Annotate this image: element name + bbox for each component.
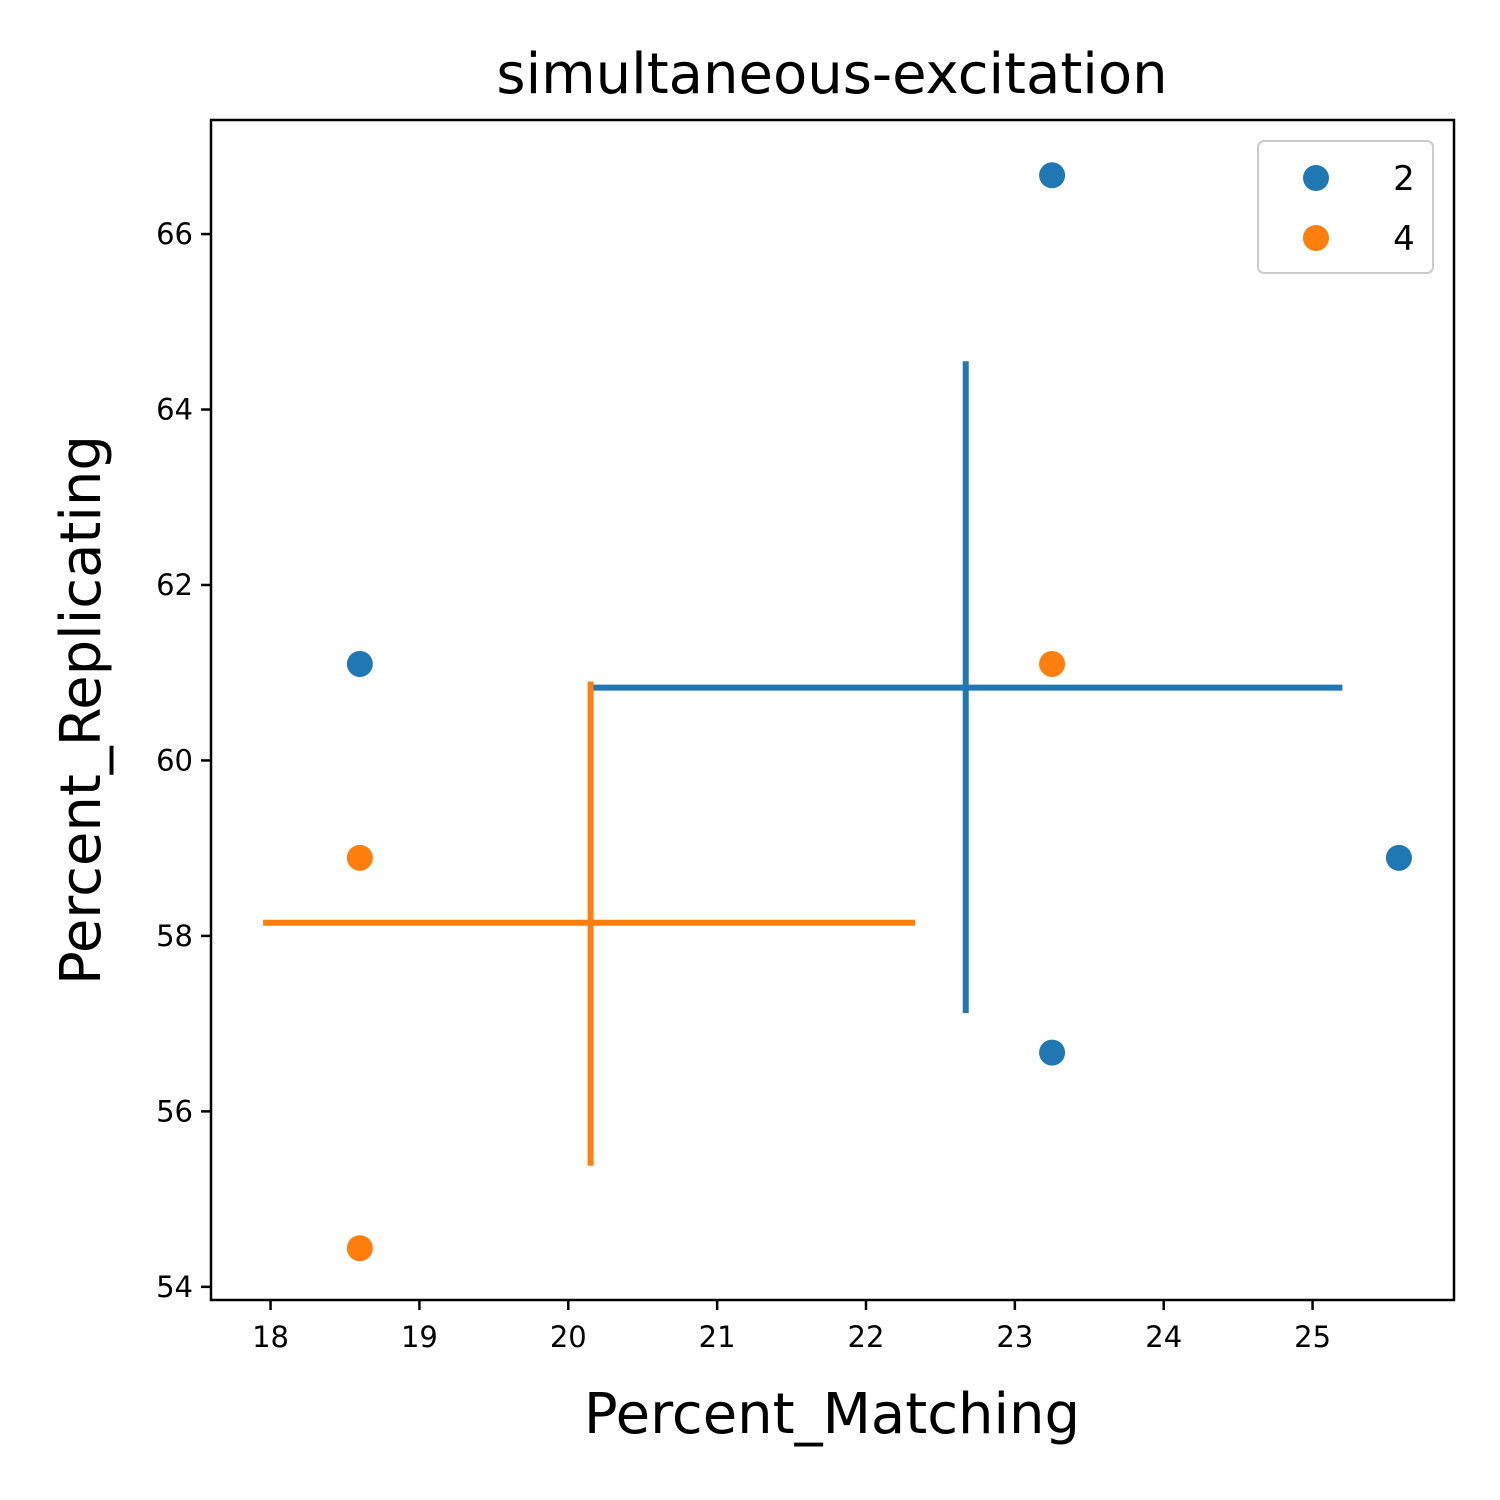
x-tick-label: 22 <box>848 1320 885 1354</box>
data-point-series-4 <box>346 844 373 871</box>
plot-area-frame <box>209 118 1456 1302</box>
data-point-series-2 <box>1039 1039 1066 1066</box>
chart-title: simultaneous-excitation <box>496 42 1167 107</box>
y-tick-label: 60 <box>156 743 193 777</box>
data-point-series-4 <box>1039 650 1066 677</box>
legend: 24 <box>1257 140 1434 274</box>
x-tick-label: 21 <box>699 1320 736 1354</box>
x-tick-label: 18 <box>252 1320 289 1354</box>
x-tick-label: 20 <box>550 1320 587 1354</box>
data-point-series-4 <box>346 1235 373 1262</box>
legend-frame <box>1257 140 1434 274</box>
y-tick-label: 54 <box>156 1270 193 1304</box>
y-axis: 54 56 58 60 62 64 66 <box>156 217 211 1304</box>
data-point-series-2 <box>346 650 373 677</box>
y-tick-label: 64 <box>156 393 193 427</box>
legend-label-series-4: 4 <box>1393 219 1415 259</box>
x-axis: 18 19 20 21 22 23 24 25 <box>252 1300 1331 1354</box>
x-tick-label: 19 <box>401 1320 438 1354</box>
points-layer <box>346 162 1412 1262</box>
x-axis-title: Percent_Matching <box>584 1382 1080 1447</box>
data-point-series-2 <box>1039 162 1066 189</box>
data-point-series-2 <box>1385 844 1412 871</box>
legend-marker-series-4 <box>1303 225 1329 251</box>
y-tick-label: 58 <box>156 919 193 953</box>
x-tick-label: 24 <box>1145 1320 1182 1354</box>
x-tick-label: 23 <box>996 1320 1033 1354</box>
y-tick-label: 66 <box>156 217 193 251</box>
error-bars-layer <box>263 361 1343 1166</box>
legend-label-series-2: 2 <box>1393 159 1415 199</box>
y-tick-label: 56 <box>156 1094 193 1128</box>
y-tick-label: 62 <box>156 568 193 602</box>
legend-marker-series-2 <box>1303 165 1329 191</box>
x-tick-label: 25 <box>1294 1320 1331 1354</box>
y-axis-title: Percent_Replicating <box>49 435 114 985</box>
